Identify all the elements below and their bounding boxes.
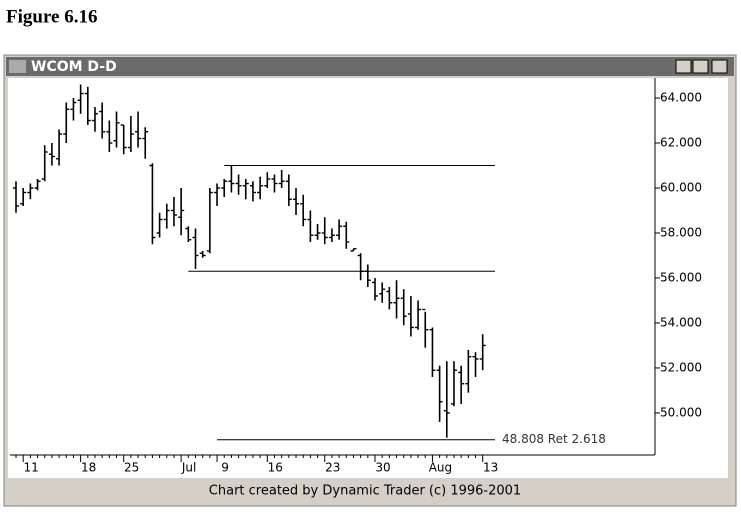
- level-label: 48.808 Ret 2.618: [502, 432, 606, 446]
- y-tick-label: 58.000: [660, 225, 702, 239]
- footer: Chart created by Dynamic Trader (c) 1996…: [209, 484, 521, 499]
- x-tick-label: 30: [375, 461, 390, 475]
- window-title: WCOM D-D: [31, 59, 117, 75]
- figure-title: Figure 6.16: [6, 6, 97, 27]
- x-tick-label: 9: [221, 461, 229, 475]
- x-tick-label: Jul: [181, 461, 196, 475]
- x-tick-label: 18: [81, 461, 96, 475]
- x-tick-label: 23: [325, 461, 340, 475]
- y-tick-label: 52.000: [660, 360, 702, 374]
- x-tick-label: Aug: [429, 461, 452, 475]
- y-tick-label: 56.000: [660, 270, 702, 284]
- x-tick-label: 11: [24, 461, 39, 475]
- y-tick-label: 62.000: [660, 136, 702, 150]
- y-tick-label: 54.000: [660, 315, 702, 329]
- close-button[interactable]: [711, 59, 728, 74]
- title-bar: [6, 57, 734, 76]
- maximize-button[interactable]: [692, 59, 709, 74]
- y-tick-label: 64.000: [660, 91, 702, 105]
- x-tick-label: 13: [483, 461, 498, 475]
- y-tick-label: 50.000: [660, 405, 702, 419]
- x-tick-label: 16: [268, 461, 283, 475]
- y-tick-label: 60.000: [660, 180, 702, 194]
- app-icon: [9, 60, 26, 73]
- x-tick-label: 25: [124, 461, 139, 475]
- minimize-button[interactable]: [675, 59, 692, 74]
